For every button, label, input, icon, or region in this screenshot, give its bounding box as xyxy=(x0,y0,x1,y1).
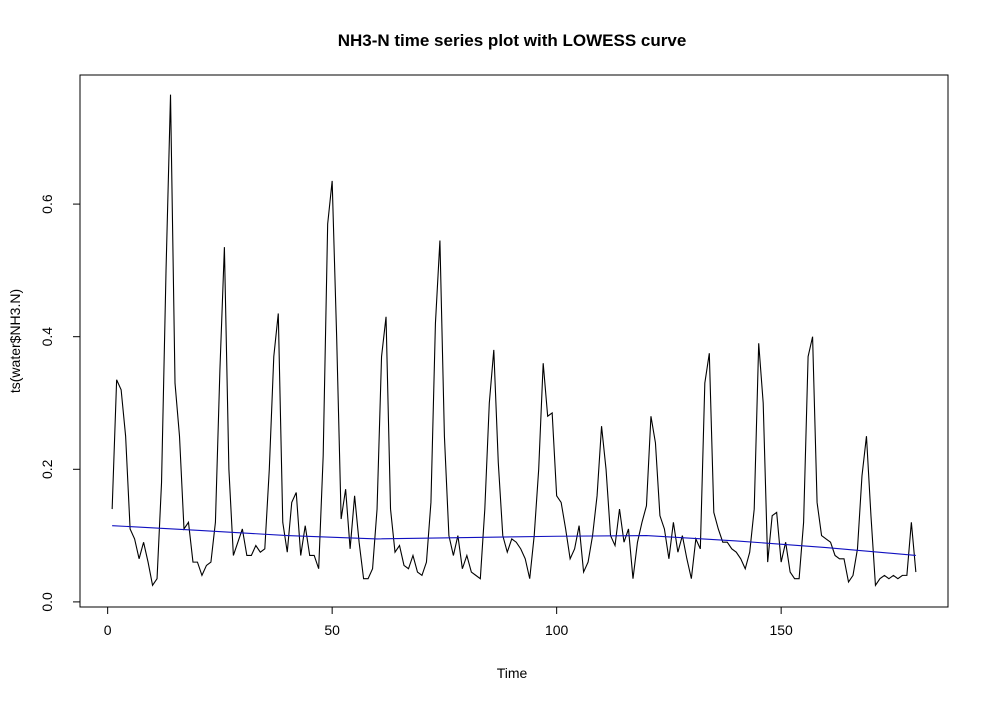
y-tick-label: 0.2 xyxy=(39,459,55,479)
x-tick-label: 0 xyxy=(104,622,112,638)
series-line xyxy=(112,525,916,557)
chart-title: NH3-N time series plot with LOWESS curve xyxy=(338,31,687,50)
y-tick-label: 0.0 xyxy=(39,592,55,612)
plot-frame xyxy=(79,74,949,608)
x-tick-label: 150 xyxy=(769,622,793,638)
x-tick-label: 100 xyxy=(545,622,569,638)
x-tick-label: 50 xyxy=(324,622,340,638)
x-axis-label: Time xyxy=(497,665,528,681)
y-axis-label: ts(water$NH3.N) xyxy=(7,289,23,393)
y-tick-label: 0.6 xyxy=(39,194,55,214)
y-tick-label: 0.4 xyxy=(39,327,55,347)
series-line xyxy=(111,94,917,587)
